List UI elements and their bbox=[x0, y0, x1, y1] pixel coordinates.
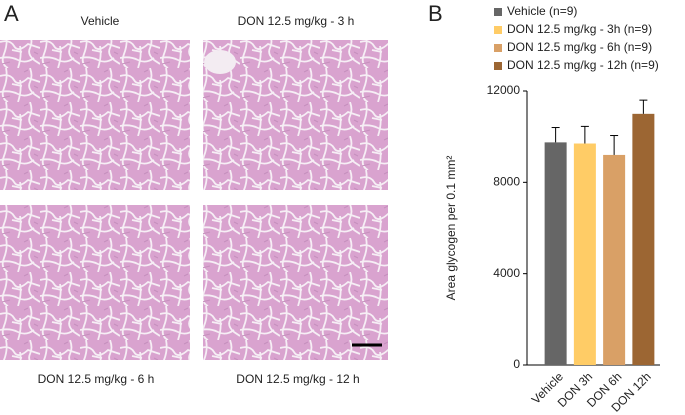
histology-image bbox=[203, 205, 388, 360]
y-tick-label: 8000 bbox=[493, 175, 520, 189]
panel-label: A bbox=[4, 1, 19, 26]
histology-image bbox=[0, 205, 190, 360]
histology-image bbox=[0, 40, 190, 190]
y-axis-label: Area glycogen per 0.1 mm² bbox=[444, 156, 458, 301]
bar bbox=[632, 113, 655, 365]
image-caption: DON 12.5 mg/kg - 6 h bbox=[38, 372, 155, 386]
image-caption: DON 12.5 mg/kg - 3 h bbox=[238, 14, 355, 28]
error-bar bbox=[551, 127, 560, 143]
image-caption: DON 12.5 mg/kg - 12 h bbox=[236, 372, 359, 386]
legend-swatch bbox=[494, 26, 502, 34]
panel-label: B bbox=[428, 1, 443, 26]
legend-swatch bbox=[494, 44, 502, 52]
bar bbox=[603, 154, 626, 365]
y-tick-label: 12000 bbox=[487, 83, 521, 97]
legend-label: DON 12.5 mg/kg - 12h (n=9) bbox=[507, 58, 659, 72]
error-bar bbox=[610, 135, 619, 155]
legend-swatch bbox=[494, 62, 502, 70]
bar bbox=[573, 143, 596, 365]
legend-label: DON 12.5 mg/kg - 6h (n=9) bbox=[507, 40, 652, 54]
image-caption: Vehicle bbox=[81, 14, 120, 28]
legend-swatch bbox=[494, 8, 502, 16]
bar bbox=[544, 142, 567, 365]
legend-label: Vehicle (n=9) bbox=[507, 4, 577, 18]
error-bar bbox=[639, 99, 648, 114]
y-tick-label: 4000 bbox=[493, 266, 520, 280]
y-tick-label: 0 bbox=[513, 357, 520, 371]
legend-label: DON 12.5 mg/kg - 3h (n=9) bbox=[507, 22, 652, 36]
error-bar bbox=[580, 125, 589, 144]
vessel bbox=[204, 50, 236, 74]
